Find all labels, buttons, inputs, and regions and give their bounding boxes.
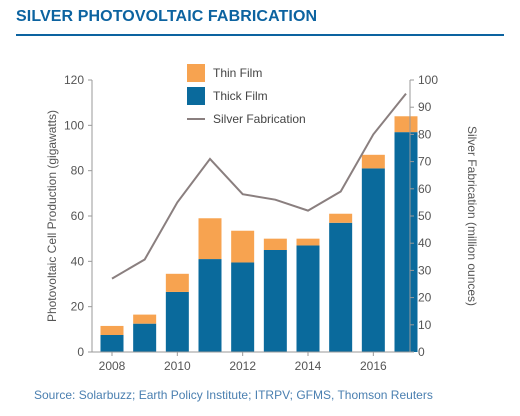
bar-thick-film-2015	[329, 222, 353, 352]
x-tick-label: 2008	[99, 359, 126, 373]
legend-swatch-thick-film	[187, 87, 205, 105]
bar-thin-film-2012	[231, 230, 255, 263]
legend: Thin Film Thick Film Silver Fabrication	[187, 64, 306, 126]
bar-thick-film-2009	[133, 323, 157, 352]
line-silver-fabrication	[111, 92, 407, 280]
x-tick-label: 2010	[164, 359, 191, 373]
bar-thin-film-2017	[394, 116, 418, 133]
bar-thin-film-2009	[133, 314, 157, 324]
y2-tick-label: 30	[418, 263, 432, 277]
y-tick-label: 20	[71, 300, 85, 314]
y2-tick-label: 100	[418, 73, 438, 87]
y-tick-label: 40	[71, 254, 85, 268]
line-group	[111, 92, 407, 280]
bar-thin-film-2011	[198, 218, 222, 260]
y2-tick-label: 90	[418, 100, 432, 114]
y-tick-label: 100	[64, 118, 84, 132]
bar-thin-film-2008	[100, 325, 124, 335]
bar-thin-film-2016	[361, 154, 385, 169]
bar-thin-film-2015	[329, 213, 353, 223]
axes-group: 0 20 40 60 80 100 120 0 10 20 30 40 50 60 70 80 90 100 200…	[64, 73, 438, 373]
bar-thick-film-2016	[361, 168, 385, 352]
y2-tick-label: 50	[418, 209, 432, 223]
bar-thin-film-2014	[296, 238, 320, 246]
bar-thick-film-2008	[100, 335, 124, 352]
y-tick-label: 80	[71, 164, 85, 178]
y2-tick-label: 70	[418, 155, 432, 169]
legend-label-silver-fabrication: Silver Fabrication	[213, 112, 306, 126]
x-tick-label: 2012	[229, 359, 256, 373]
source-note: Source: Solarbuzz; Earth Policy Institut…	[34, 388, 433, 402]
bar-thick-film-2013	[263, 250, 287, 352]
y2-tick-label: 80	[418, 127, 432, 141]
legend-label-thick-film: Thick Film	[213, 89, 268, 103]
chart: 0 20 40 60 80 100 120 0 10 20 30 40 50 60 70 80 90 100 200…	[45, 64, 479, 373]
y2-tick-label: 20	[418, 291, 432, 305]
y-tick-label: 0	[77, 345, 84, 359]
y2-axis-label: Silver Fabrication (million ounces)	[465, 126, 479, 306]
y2-tick-label: 60	[418, 182, 432, 196]
y-axis-label: Photovoltaic Cell Production (gigawatts)	[45, 110, 59, 322]
x-tick-label: 2014	[295, 359, 322, 373]
chart-title: SILVER PHOTOVOLTAIC FABRICATION	[16, 8, 318, 25]
bar-thick-film-2010	[165, 291, 189, 352]
y2-tick-label: 40	[418, 236, 432, 250]
bar-thick-film-2012	[231, 262, 255, 352]
y2-tick-label: 10	[418, 318, 432, 332]
bars-group	[100, 116, 418, 352]
legend-swatch-thin-film	[187, 64, 205, 82]
y-tick-label: 60	[71, 209, 85, 223]
bar-thin-film-2010	[165, 273, 189, 292]
y-tick-label: 120	[64, 73, 84, 87]
bar-thick-film-2011	[198, 259, 222, 352]
bar-thick-film-2014	[296, 245, 320, 352]
bar-thin-film-2013	[263, 238, 287, 250]
y2-tick-label: 0	[418, 345, 425, 359]
x-tick-label: 2016	[360, 359, 387, 373]
legend-label-thin-film: Thin Film	[213, 66, 262, 80]
bar-thick-film-2017	[394, 132, 418, 352]
title-underline	[16, 34, 504, 36]
